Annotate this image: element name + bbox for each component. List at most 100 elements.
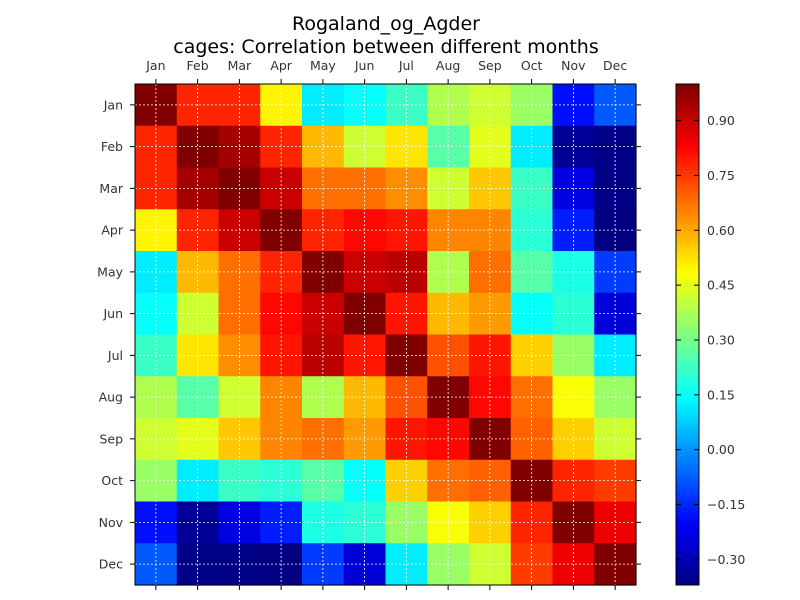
colorbar-swatch bbox=[676, 172, 699, 175]
colorbar-swatch bbox=[676, 567, 699, 570]
colorbar-swatch bbox=[676, 389, 699, 392]
colorbar-swatch bbox=[676, 264, 699, 267]
colorbar-swatch bbox=[676, 217, 699, 220]
colorbar-swatch bbox=[676, 142, 699, 146]
colorbar-swatch bbox=[676, 267, 699, 271]
colorbar-swatch bbox=[676, 534, 699, 537]
colorbar-swatch bbox=[676, 248, 699, 251]
colorbar-tick-label: 0.15 bbox=[707, 387, 735, 402]
colorbar-swatch bbox=[676, 363, 699, 367]
colorbar-swatch bbox=[676, 289, 699, 292]
colorbar-swatch bbox=[676, 207, 699, 210]
colorbar-swatch bbox=[676, 455, 699, 459]
colorbar-swatch bbox=[676, 258, 699, 261]
colorbar-swatch bbox=[676, 430, 699, 433]
colorbar-swatch bbox=[676, 219, 699, 222]
colorbar-swatch bbox=[676, 553, 699, 557]
colorbar-swatch bbox=[676, 526, 699, 529]
colorbar-swatch bbox=[676, 95, 699, 99]
colorbar-swatch bbox=[676, 469, 699, 472]
colorbar-swatch bbox=[676, 260, 699, 263]
colorbar-swatch bbox=[676, 448, 699, 451]
colorbar-swatch bbox=[676, 121, 699, 124]
colorbar-swatch bbox=[676, 228, 699, 232]
colorbar-swatch bbox=[676, 144, 699, 148]
colorbar-swatch bbox=[676, 565, 699, 568]
colorbar-swatch bbox=[676, 408, 699, 412]
colorbar-swatch bbox=[676, 115, 699, 118]
colorbar-swatch bbox=[676, 160, 699, 163]
y-tick-label: Oct bbox=[101, 473, 123, 488]
colorbar-swatch bbox=[676, 252, 699, 255]
colorbar-swatch bbox=[676, 522, 699, 525]
colorbar-swatch bbox=[676, 311, 699, 314]
colorbar-swatch bbox=[676, 512, 699, 516]
colorbar-swatch bbox=[676, 453, 699, 457]
colorbar-swatch bbox=[676, 547, 699, 551]
colorbar-swatch bbox=[676, 254, 699, 257]
colorbar-swatch bbox=[676, 344, 699, 347]
colorbar-swatch bbox=[676, 481, 699, 484]
colorbar-swatch bbox=[676, 185, 699, 189]
colorbar-swatch bbox=[676, 117, 699, 120]
colorbar-swatch bbox=[676, 234, 699, 238]
colorbar-swatch bbox=[676, 354, 699, 357]
y-tick-label: Nov bbox=[99, 515, 124, 530]
colorbar-swatch bbox=[676, 129, 699, 132]
colorbar-swatch bbox=[676, 422, 699, 426]
colorbar-swatch bbox=[676, 340, 699, 343]
colorbar-swatch bbox=[676, 475, 699, 478]
x-tick-label: Apr bbox=[270, 58, 292, 73]
colorbar-swatch bbox=[676, 230, 699, 234]
colorbar-swatch bbox=[676, 444, 699, 447]
colorbar-swatch bbox=[676, 93, 699, 97]
colorbar-swatch bbox=[676, 377, 699, 381]
colorbar-swatch bbox=[676, 418, 699, 422]
colorbar-swatch bbox=[676, 109, 699, 112]
colorbar-swatch bbox=[676, 381, 699, 384]
colorbar-swatch bbox=[676, 383, 699, 386]
colorbar-swatch bbox=[676, 539, 699, 543]
colorbar-swatch bbox=[676, 130, 699, 134]
colorbar-swatch bbox=[676, 164, 699, 167]
colorbar-swatch bbox=[676, 183, 699, 187]
colorbar-swatch bbox=[676, 322, 699, 326]
colorbar-swatch bbox=[676, 579, 699, 582]
colorbar-swatch bbox=[676, 158, 699, 161]
x-tick-label: Nov bbox=[561, 58, 586, 73]
colorbar-swatch bbox=[676, 174, 699, 177]
colorbar-swatch bbox=[676, 545, 699, 549]
colorbar-tick-label: 0.00 bbox=[707, 442, 735, 457]
colorbar-swatch bbox=[676, 477, 699, 480]
colorbar-swatch bbox=[676, 89, 699, 93]
colorbar-swatch bbox=[676, 291, 699, 294]
colorbar-swatch bbox=[676, 314, 699, 318]
colorbar-swatch bbox=[676, 434, 699, 437]
colorbar-swatch bbox=[676, 549, 699, 553]
colorbar-swatch bbox=[676, 119, 699, 122]
colorbar-swatch bbox=[676, 502, 699, 506]
x-tick-label: Sep bbox=[478, 58, 502, 73]
y-tick-label: Jan bbox=[103, 97, 123, 112]
colorbar-swatch bbox=[676, 402, 699, 406]
colorbar-swatch bbox=[676, 385, 699, 388]
colorbar-swatch bbox=[676, 538, 699, 541]
colorbar-swatch bbox=[676, 451, 699, 455]
colorbar-swatch bbox=[676, 496, 699, 500]
colorbar-tick-label: 0.60 bbox=[707, 223, 735, 238]
colorbar-swatch bbox=[676, 414, 699, 418]
colorbar-swatch bbox=[676, 295, 699, 298]
colorbar-swatch bbox=[676, 199, 699, 202]
y-tick-label: May bbox=[97, 264, 123, 279]
colorbar-swatch bbox=[676, 449, 699, 453]
colorbar-swatch bbox=[676, 330, 699, 334]
colorbar-tick-label: 0.45 bbox=[707, 278, 735, 293]
colorbar-swatch bbox=[676, 391, 699, 394]
colorbar-swatch bbox=[676, 440, 699, 443]
x-tick-label: Aug bbox=[436, 58, 460, 73]
x-tick-label: Jun bbox=[354, 58, 375, 73]
colorbar-swatch bbox=[676, 189, 699, 193]
colorbar-swatch bbox=[676, 269, 699, 273]
colorbar-swatch bbox=[676, 193, 699, 197]
